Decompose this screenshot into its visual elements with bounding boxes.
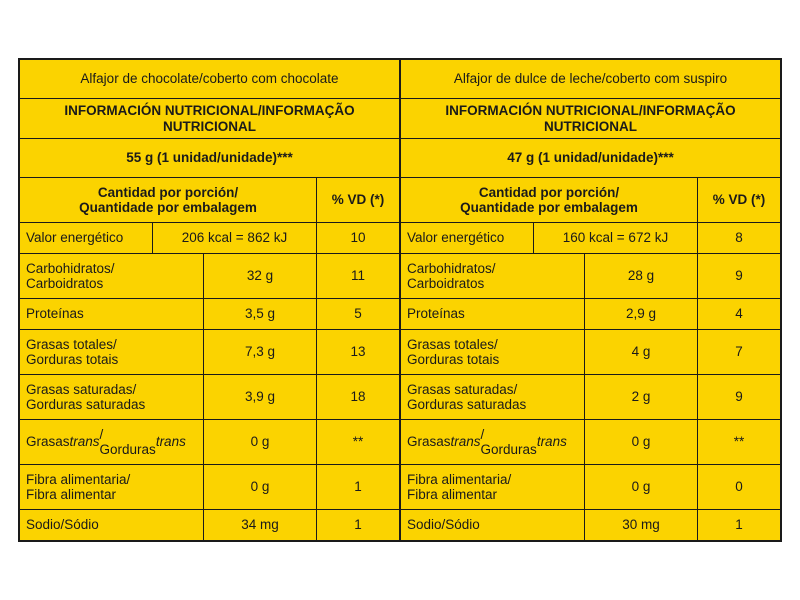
table-row: Fibra alimentaria/Fibra alimentar0 g0 [401, 465, 780, 510]
nutrient-vd: 0 [697, 465, 780, 509]
nutrient-vd: 18 [316, 375, 399, 419]
portion-label: Cantidad por porción/Quantidade por emba… [20, 178, 316, 222]
nutrient-vd: 1 [697, 510, 780, 540]
table-row: Valor energético206 kcal = 862 kJ10 [20, 223, 399, 254]
nutrient-name: Grasas totales/Gorduras totais [401, 330, 584, 374]
nutrient-name: Carbohidratos/Carboidratos [401, 254, 584, 298]
nutrient-value: 206 kcal = 862 kJ [152, 223, 316, 253]
nutrient-name: Carbohidratos/Carboidratos [20, 254, 203, 298]
nutrient-name: Proteínas [20, 299, 203, 329]
nutrition-tables: Alfajor de chocolate/coberto com chocola… [18, 58, 782, 542]
nutrient-name: Valor energético [20, 223, 152, 253]
nutrient-value: 3,9 g [203, 375, 316, 419]
table-row: Valor energético160 kcal = 672 kJ8 [401, 223, 780, 254]
nutrient-vd: 10 [316, 223, 399, 253]
nutrition-panel-1: Alfajor de dulce de leche/coberto com su… [399, 60, 780, 540]
nutrient-value: 0 g [584, 465, 697, 509]
serving-row: 55 g (1 unidad/unidade)*** [20, 139, 399, 178]
nutrient-name: Grasas trans/Gorduras trans [20, 420, 203, 464]
nutrient-vd: 4 [697, 299, 780, 329]
table-row: Grasas saturadas/Gorduras saturadas3,9 g… [20, 375, 399, 420]
nutrient-vd: 13 [316, 330, 399, 374]
nutrient-name: Grasas saturadas/Gorduras saturadas [20, 375, 203, 419]
portion-label: Cantidad por porción/Quantidade por emba… [401, 178, 697, 222]
table-row: Grasas saturadas/Gorduras saturadas2 g9 [401, 375, 780, 420]
nutrient-value: 0 g [203, 420, 316, 464]
info-row: INFORMACIÓN NUTRICIONAL/INFORMAÇÃO NUTRI… [20, 99, 399, 139]
product-row: Alfajor de chocolate/coberto com chocola… [20, 60, 399, 99]
nutrient-value: 2,9 g [584, 299, 697, 329]
nutrient-vd: ** [316, 420, 399, 464]
nutrient-vd: 7 [697, 330, 780, 374]
table-row: Carbohidratos/Carboidratos28 g9 [401, 254, 780, 299]
vd-label: % VD (*) [316, 178, 399, 222]
table-row: Grasas trans/Gorduras trans0 g** [20, 420, 399, 465]
nutrient-name: Fibra alimentaria/Fibra alimentar [401, 465, 584, 509]
info-label: INFORMACIÓN NUTRICIONAL/INFORMAÇÃO NUTRI… [401, 99, 780, 138]
nutrition-panel-0: Alfajor de chocolate/coberto com chocola… [20, 60, 399, 540]
nutrient-value: 160 kcal = 672 kJ [533, 223, 697, 253]
table-row: Fibra alimentaria/Fibra alimentar0 g1 [20, 465, 399, 510]
nutrient-value: 30 mg [584, 510, 697, 540]
nutrient-value: 0 g [203, 465, 316, 509]
serving-row: 47 g (1 unidad/unidade)*** [401, 139, 780, 178]
table-row: Grasas totales/Gorduras totais7,3 g13 [20, 330, 399, 375]
table-row: Sodio/Sódio30 mg1 [401, 510, 780, 540]
table-row: Grasas totales/Gorduras totais4 g7 [401, 330, 780, 375]
serving-size: 47 g (1 unidad/unidade)*** [401, 139, 780, 177]
nutrient-value: 0 g [584, 420, 697, 464]
nutrient-name: Sodio/Sódio [20, 510, 203, 540]
nutrient-vd: 9 [697, 254, 780, 298]
product-title: Alfajor de dulce de leche/coberto com su… [401, 60, 780, 98]
nutrient-name: Grasas totales/Gorduras totais [20, 330, 203, 374]
nutrient-vd: 9 [697, 375, 780, 419]
vd-label: % VD (*) [697, 178, 780, 222]
info-label: INFORMACIÓN NUTRICIONAL/INFORMAÇÃO NUTRI… [20, 99, 399, 138]
nutrient-value: 4 g [584, 330, 697, 374]
nutrient-value: 7,3 g [203, 330, 316, 374]
serving-size: 55 g (1 unidad/unidade)*** [20, 139, 399, 177]
product-title: Alfajor de chocolate/coberto com chocola… [20, 60, 399, 98]
nutrient-vd: 1 [316, 465, 399, 509]
nutrient-value: 34 mg [203, 510, 316, 540]
nutrient-name: Grasas saturadas/Gorduras saturadas [401, 375, 584, 419]
info-row: INFORMACIÓN NUTRICIONAL/INFORMAÇÃO NUTRI… [401, 99, 780, 139]
nutrient-value: 28 g [584, 254, 697, 298]
nutrient-name: Valor energético [401, 223, 533, 253]
nutrient-name: Fibra alimentaria/Fibra alimentar [20, 465, 203, 509]
nutrient-value: 3,5 g [203, 299, 316, 329]
nutrient-value: 2 g [584, 375, 697, 419]
nutrient-name: Sodio/Sódio [401, 510, 584, 540]
nutrient-value: 32 g [203, 254, 316, 298]
nutrient-vd: 8 [697, 223, 780, 253]
nutrient-name: Proteínas [401, 299, 584, 329]
product-row: Alfajor de dulce de leche/coberto com su… [401, 60, 780, 99]
table-row: Proteínas2,9 g4 [401, 299, 780, 330]
table-row: Carbohidratos/Carboidratos32 g11 [20, 254, 399, 299]
table-row: Sodio/Sódio34 mg1 [20, 510, 399, 540]
nutrient-vd: 1 [316, 510, 399, 540]
nutrient-vd: 5 [316, 299, 399, 329]
nutrient-name: Grasas trans/Gorduras trans [401, 420, 584, 464]
nutrient-vd: ** [697, 420, 780, 464]
nutrient-vd: 11 [316, 254, 399, 298]
portion-header-row: Cantidad por porción/Quantidade por emba… [401, 178, 780, 223]
table-row: Proteínas3,5 g5 [20, 299, 399, 330]
table-row: Grasas trans/Gorduras trans0 g** [401, 420, 780, 465]
portion-header-row: Cantidad por porción/Quantidade por emba… [20, 178, 399, 223]
